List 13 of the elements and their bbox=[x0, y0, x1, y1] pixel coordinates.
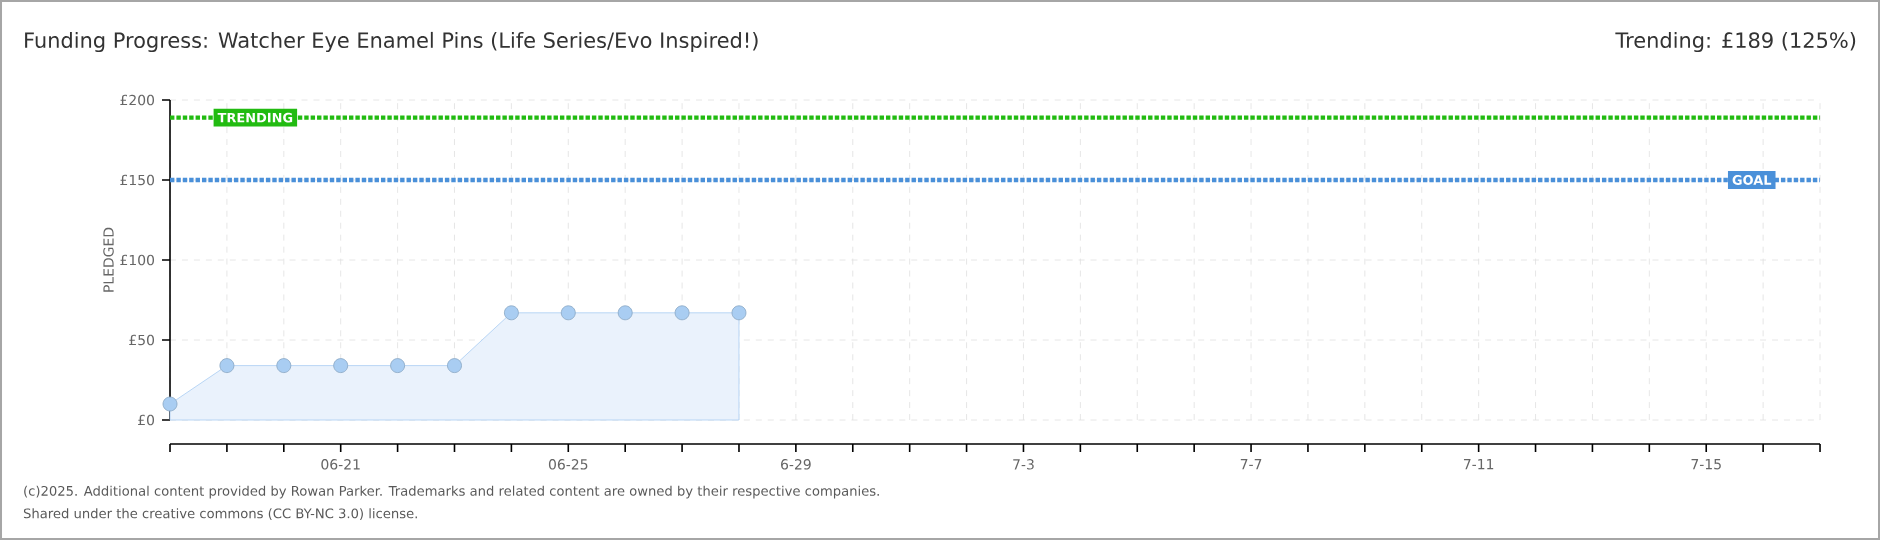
point bbox=[219, 358, 235, 373]
point bbox=[617, 305, 633, 321]
point bbox=[674, 305, 690, 321]
point bbox=[447, 358, 462, 373]
point bbox=[503, 305, 519, 321]
point bbox=[276, 358, 292, 373]
chart-subtitle: Trending: £189 (125%) bbox=[1615, 31, 1856, 53]
point bbox=[390, 358, 405, 373]
point bbox=[560, 305, 576, 321]
point bbox=[731, 305, 747, 321]
point bbox=[162, 396, 178, 412]
point bbox=[333, 358, 349, 373]
chart-title: Funding Progress: Watcher Eye Enamel Pins (Life Series/Evo Inspired!) bbox=[25, 31, 758, 53]
